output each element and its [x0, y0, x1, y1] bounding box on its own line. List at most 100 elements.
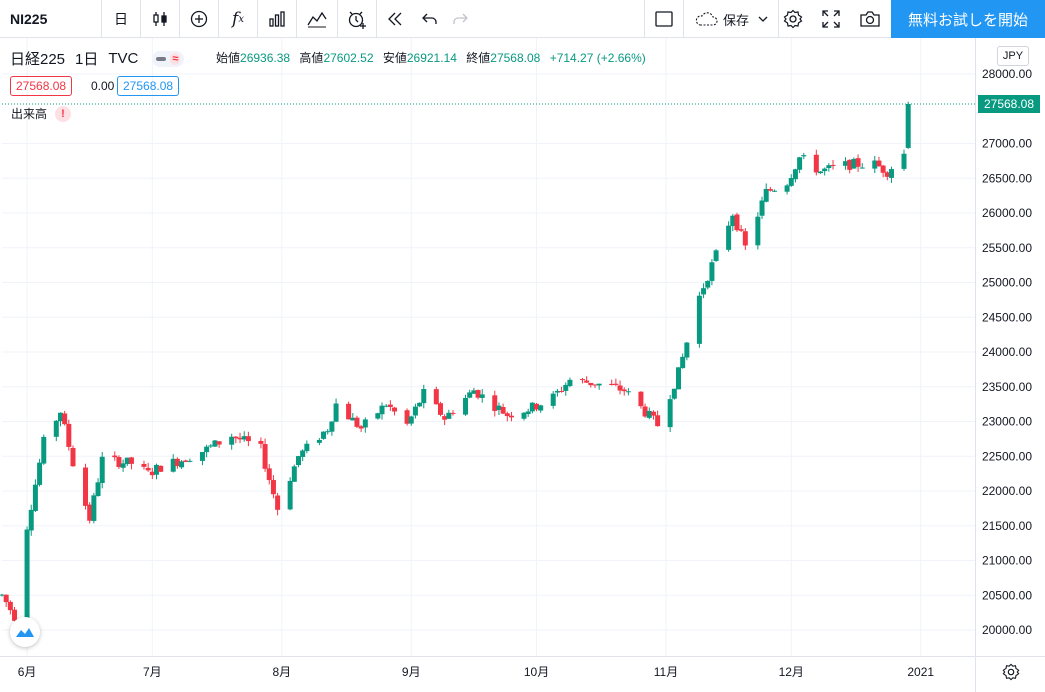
candle-body	[120, 463, 126, 468]
candle-body	[529, 402, 535, 412]
candle-body	[408, 416, 414, 424]
candle-body	[521, 412, 527, 419]
time-tick: 10月	[524, 665, 549, 679]
price-tick: 25000.00	[982, 276, 1032, 290]
candle-body	[621, 389, 627, 392]
candle-body	[325, 431, 331, 433]
legend-exchange: TVC	[108, 50, 139, 67]
candle-body	[237, 437, 243, 440]
candle-body	[730, 215, 736, 227]
ask-value: 27568.08	[123, 79, 174, 93]
price-tick: 21000.00	[982, 554, 1032, 568]
candle-body	[709, 262, 715, 281]
candle-body	[183, 460, 189, 463]
alert-icon[interactable]	[338, 0, 376, 38]
save-label: 保存	[722, 12, 749, 28]
candle-body	[229, 436, 235, 445]
candle-body	[216, 441, 222, 445]
candle-body	[24, 529, 30, 621]
settings-icon[interactable]	[774, 0, 812, 38]
symbol-search[interactable]: NI225	[10, 0, 90, 38]
series-legend: 日経225 1日 TVC ≈	[10, 48, 185, 69]
divider	[179, 0, 180, 38]
cloud-save-icon	[695, 12, 718, 26]
candle-body	[295, 456, 301, 466]
candle-body	[801, 155, 807, 157]
candle-body	[767, 189, 773, 191]
candle-body	[876, 160, 882, 167]
price-tick: 24500.00	[982, 310, 1032, 324]
price-tick: 24000.00	[982, 345, 1032, 359]
candle-body	[262, 444, 268, 469]
time-tick: 7月	[143, 665, 162, 679]
fullscreen-icon[interactable]	[812, 0, 850, 38]
add-compare-icon[interactable]	[180, 0, 218, 38]
candle-body	[534, 403, 540, 410]
price-tick: 22500.00	[982, 449, 1032, 463]
candle-body	[667, 399, 673, 428]
candle-body	[450, 412, 456, 414]
layout-icon[interactable]	[645, 0, 683, 38]
candle-body	[584, 380, 590, 383]
chart-type-icon[interactable]	[297, 0, 337, 38]
candle-body	[496, 405, 502, 410]
high-value: 27602.52	[323, 51, 374, 65]
close-value: 27568.08	[490, 51, 541, 65]
time-tick: 11月	[654, 665, 678, 679]
warning-icon[interactable]: !	[55, 105, 72, 122]
scale-settings-icon[interactable]	[1002, 663, 1020, 681]
price-tick: 20500.00	[982, 588, 1032, 602]
divider	[644, 0, 645, 38]
price-tick: 20000.00	[982, 623, 1032, 637]
time-tick: 6月	[18, 665, 37, 679]
undo-icon[interactable]	[415, 0, 445, 38]
chart-area[interactable]: 28000.00 27000.00 26500.00 26000.00 25500.00…	[0, 38, 1045, 692]
ask-box[interactable]: 27568.08	[117, 76, 180, 96]
bid-value: 27568.08	[16, 79, 67, 93]
candle-body	[287, 480, 293, 510]
currency-button[interactable]: JPY	[997, 46, 1029, 66]
candle-body	[613, 383, 619, 385]
divider	[337, 0, 338, 38]
candle-body	[333, 403, 339, 422]
hide-icon	[156, 56, 167, 61]
tradingview-logo-icon[interactable]	[10, 617, 40, 647]
last-price-value: 27568.08	[983, 97, 1035, 111]
interval-button[interactable]: 日	[102, 0, 140, 38]
candle-body	[116, 457, 122, 468]
candle-body	[680, 356, 686, 369]
replay-icon[interactable]	[377, 0, 413, 38]
candle-body	[696, 295, 702, 344]
price-tick: 26500.00	[982, 171, 1032, 185]
close-label: 終値	[466, 51, 491, 65]
candle-body	[880, 165, 886, 173]
candle-body	[417, 402, 423, 407]
candle-body	[872, 160, 878, 169]
save-button[interactable]: 保存	[684, 0, 778, 38]
legend-toggle[interactable]: ≈	[152, 50, 185, 67]
templates-icon[interactable]	[258, 0, 296, 38]
candle-body	[212, 440, 218, 447]
candle-body	[901, 153, 907, 169]
last-price-label: 27568.08	[978, 95, 1040, 113]
candle-body	[492, 395, 498, 411]
candle-body	[726, 225, 732, 250]
price-chart[interactable]: 28000.00 27000.00 26500.00 26000.00 25500.00…	[0, 38, 1045, 692]
candle-body	[145, 467, 151, 471]
candle-body	[275, 495, 281, 510]
camera-icon[interactable]	[851, 0, 889, 38]
candle-body	[321, 431, 327, 439]
bid-box[interactable]: 27568.08	[10, 76, 73, 96]
candle-body	[471, 390, 477, 394]
candle-body	[609, 383, 615, 386]
candle-body	[233, 436, 239, 439]
candle-body	[851, 158, 857, 169]
divider	[683, 0, 684, 38]
candle-body	[705, 280, 711, 288]
candles-icon[interactable]	[141, 0, 179, 38]
candle-body	[859, 167, 865, 169]
start-trial-button[interactable]: 無料お試しを開始	[891, 0, 1045, 38]
redo-icon[interactable]	[445, 0, 475, 38]
